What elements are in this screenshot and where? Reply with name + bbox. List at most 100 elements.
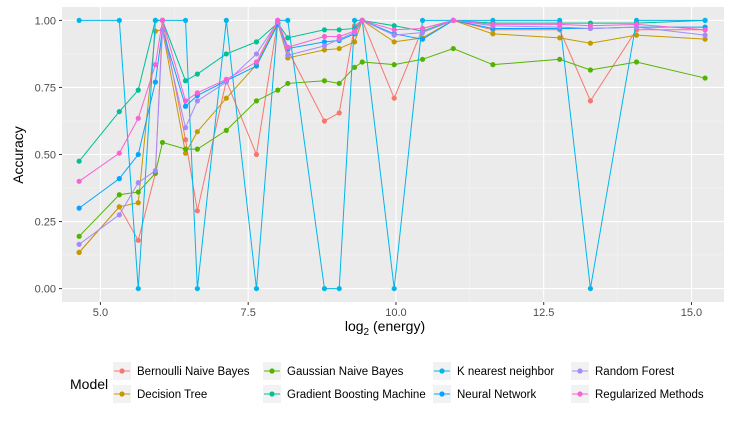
data-point [351, 64, 358, 70]
data-point [321, 27, 328, 33]
data-point [135, 237, 141, 243]
y-tick-label: 1.00 [35, 15, 56, 27]
data-point [194, 208, 200, 214]
legend-key-point [577, 391, 583, 397]
data-point [76, 17, 82, 24]
data-point [490, 21, 496, 28]
data-point [182, 17, 189, 24]
y-axis-title: Accuracy [10, 126, 26, 184]
y-tick-label: 0.50 [35, 150, 56, 162]
legend-item: K nearest neighbor [433, 362, 554, 380]
data-point [253, 59, 260, 65]
legend-item: Gradient Boosting Machine [263, 385, 426, 403]
x-tick-label: 10.0 [385, 307, 406, 319]
data-point [391, 23, 397, 29]
legend-item: Bernoulli Naive Bayes [113, 362, 250, 380]
data-point [135, 180, 141, 186]
x-tick-label: 5.0 [93, 307, 108, 319]
data-point [391, 62, 397, 68]
data-point [587, 40, 594, 46]
data-point [336, 27, 342, 33]
series-regularized-methods [76, 17, 708, 184]
x-axis: 5.0 7.5 10.0 12.5 15.0 [93, 302, 702, 319]
data-point [223, 76, 229, 83]
data-point [633, 32, 640, 38]
y-tick-label: 0.00 [35, 284, 56, 296]
data-point [336, 80, 342, 87]
data-point [419, 36, 426, 42]
data-point [490, 17, 496, 24]
data-point [391, 27, 397, 33]
data-point [321, 47, 328, 53]
legend-label: Neural Network [457, 389, 536, 401]
data-point [702, 32, 708, 38]
data-point [351, 17, 358, 24]
legend-label: Gaussian Naive Bayes [287, 366, 404, 378]
data-point [76, 178, 82, 184]
data-point [351, 28, 358, 34]
data-point [253, 63, 260, 69]
data-point [152, 17, 158, 24]
data-point [253, 51, 260, 57]
data-point [321, 285, 328, 292]
data-point [557, 21, 563, 28]
data-point [587, 67, 594, 73]
data-point [633, 17, 640, 24]
legend-key-point [119, 368, 125, 374]
series-layer [76, 17, 708, 292]
data-point [587, 98, 594, 104]
data-point [152, 79, 158, 85]
legend-key-point [439, 391, 445, 397]
data-point [182, 125, 189, 131]
data-point [159, 139, 166, 146]
data-point [450, 17, 456, 24]
data-point [194, 285, 200, 292]
x-tick-label: 7.5 [241, 307, 256, 319]
data-point [194, 90, 200, 96]
data-point [116, 176, 122, 182]
data-point [285, 80, 291, 87]
x-axis-title: log2 (energy) [345, 318, 425, 338]
legend-key-point [269, 368, 275, 374]
data-point [135, 285, 141, 292]
legend-key-point [577, 368, 583, 374]
data-point [135, 87, 141, 93]
legend-label: Decision Tree [137, 389, 207, 401]
data-point [336, 45, 342, 52]
data-point [152, 167, 158, 174]
data-point [116, 17, 122, 24]
data-point [223, 127, 229, 133]
data-point [253, 151, 260, 158]
data-point [557, 35, 563, 41]
legend-item: Decision Tree [113, 385, 207, 403]
y-axis: 0.00 0.25 0.50 0.75 1.00 [35, 15, 62, 296]
data-point [321, 118, 328, 124]
data-point [587, 23, 594, 29]
data-point [391, 39, 397, 45]
data-point [391, 285, 397, 292]
data-point [116, 108, 122, 115]
y-tick-label: 0.25 [35, 217, 56, 229]
data-point [336, 110, 342, 116]
data-point [285, 35, 291, 41]
data-point [223, 51, 229, 57]
data-point [633, 59, 640, 65]
x-tick-label: 12.5 [533, 307, 554, 319]
data-point [321, 33, 328, 40]
data-point [76, 241, 82, 247]
data-point [321, 39, 328, 45]
legend-label: Bernoulli Naive Bayes [137, 366, 250, 378]
data-point [490, 62, 496, 68]
y-tick-label: 0.75 [35, 82, 56, 94]
data-point [557, 56, 563, 62]
data-point [135, 151, 141, 158]
data-point [391, 95, 397, 101]
legend-item: Random Forest [571, 362, 675, 380]
data-point [159, 17, 166, 24]
data-point [194, 71, 200, 77]
legend-item: Neural Network [433, 385, 536, 403]
data-point [321, 78, 328, 84]
data-point [76, 249, 82, 255]
data-point [116, 212, 122, 218]
